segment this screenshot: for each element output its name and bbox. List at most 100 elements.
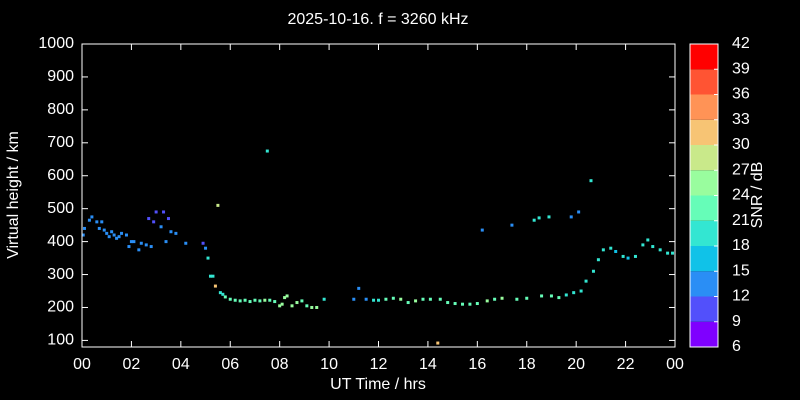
data-point [152, 220, 156, 224]
data-point [633, 254, 637, 258]
data-point [90, 215, 94, 219]
colorbar-band [690, 321, 718, 347]
colorbar-label: SNR / dB [749, 162, 766, 229]
data-point [120, 231, 124, 235]
data-point [651, 245, 655, 249]
data-point [149, 245, 153, 249]
data-point [357, 286, 361, 290]
x-tick-label: 08 [271, 356, 289, 373]
colorbar-tick-label: 12 [732, 288, 750, 305]
data-point [532, 218, 536, 222]
colorbar-tick-label: 27 [732, 161, 750, 178]
data-point [646, 238, 650, 242]
data-point [169, 230, 173, 234]
data-point [110, 230, 114, 234]
data-point [102, 228, 106, 232]
data-point [263, 298, 267, 302]
data-point [475, 302, 479, 306]
data-point [129, 240, 133, 244]
y-tick-label: 1000 [38, 35, 74, 52]
y-axis-label: Virtual height / km [5, 131, 22, 259]
data-point [147, 217, 151, 221]
data-point [641, 243, 645, 247]
data-point [107, 235, 111, 239]
data-point [253, 298, 257, 302]
x-tick-label: 12 [370, 356, 388, 373]
y-tick-label: 100 [47, 332, 74, 349]
colorbar-tick-label: 24 [732, 187, 750, 204]
data-point [221, 292, 225, 296]
colorbar-tick-label: 15 [732, 262, 750, 279]
data-point [510, 223, 514, 227]
data-point [208, 274, 212, 278]
x-tick-label: 02 [123, 356, 141, 373]
data-point [577, 210, 581, 214]
data-point [569, 215, 573, 219]
data-point [549, 294, 553, 298]
data-point [154, 210, 158, 214]
data-point [601, 248, 605, 252]
data-point [364, 297, 368, 301]
data-point [322, 297, 326, 301]
colorbar-band [690, 145, 718, 171]
data-point [166, 217, 170, 221]
data-point [228, 297, 232, 301]
colorbar-band [690, 44, 718, 70]
data-point [100, 220, 104, 224]
data-point [112, 233, 116, 237]
data-point [557, 296, 561, 300]
data-point [480, 228, 484, 232]
data-point [300, 299, 304, 303]
data-point [124, 233, 128, 237]
data-point [591, 269, 595, 273]
data-point [206, 256, 210, 260]
colorbar-tick-label: 30 [732, 136, 750, 153]
data-point [144, 243, 148, 247]
data-point [658, 248, 662, 252]
data-point [621, 254, 625, 258]
data-point [310, 305, 314, 309]
colorbar-band [690, 220, 718, 246]
data-point [414, 299, 418, 303]
data-point [174, 231, 178, 235]
colorbar-tick-label: 42 [732, 35, 750, 52]
data-point [589, 179, 593, 183]
colorbar-band [690, 119, 718, 145]
data-point [305, 304, 309, 308]
data-point [537, 216, 541, 220]
data-point [105, 231, 109, 235]
data-point [82, 226, 86, 230]
data-point [547, 215, 551, 219]
data-point [204, 246, 208, 250]
data-point [453, 302, 457, 306]
data-point [584, 279, 588, 283]
data-point [428, 297, 432, 301]
data-point [540, 294, 544, 298]
x-tick-label: 10 [320, 356, 338, 373]
data-point [238, 299, 242, 303]
data-point [164, 240, 168, 244]
data-point [248, 300, 252, 304]
data-point [399, 297, 403, 301]
data-point [137, 248, 141, 252]
data-point [115, 236, 119, 240]
data-point [671, 251, 675, 255]
data-point [285, 294, 289, 298]
x-tick-label: 16 [468, 356, 486, 373]
data-point [218, 291, 222, 295]
data-point [213, 284, 217, 288]
y-tick-label: 300 [47, 266, 74, 283]
data-point [127, 245, 131, 249]
x-tick-label: 14 [419, 356, 437, 373]
data-point [572, 291, 576, 295]
y-tick-label: 500 [47, 200, 74, 217]
x-tick-label: 00 [73, 356, 91, 373]
colorbar-band [690, 170, 718, 196]
data-point [352, 297, 356, 301]
colorbar-band [690, 271, 718, 297]
x-tick-label: 18 [518, 356, 536, 373]
data-point [626, 256, 630, 260]
data-point [436, 341, 440, 345]
x-tick-label: 22 [617, 356, 635, 373]
data-point [295, 301, 299, 305]
